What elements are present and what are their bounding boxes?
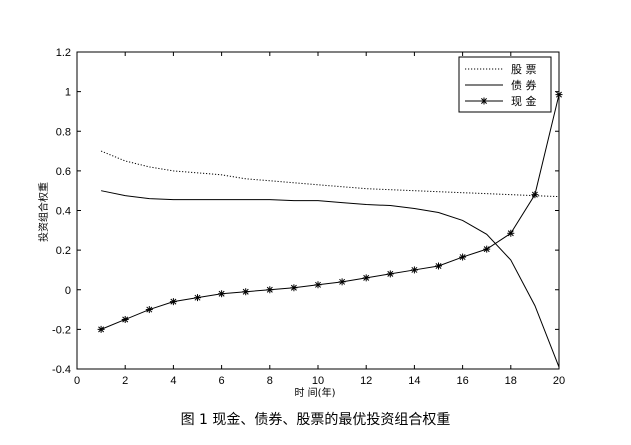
data-point-marker (97, 325, 105, 333)
x-tick-label: 18 (505, 375, 517, 387)
legend-label: 债 券 (511, 78, 537, 92)
legend-label: 股 票 (511, 63, 537, 76)
x-tick-label: 16 (456, 375, 468, 387)
y-tick-label: -0.4 (52, 364, 71, 376)
figure-caption: 图 1 现金、债券、股票的最优投资组合权重 (180, 412, 451, 428)
x-tick-label: 0 (74, 375, 80, 387)
data-point-marker (266, 286, 274, 294)
x-tick-label: 12 (360, 375, 372, 387)
data-point-marker (362, 274, 370, 282)
ticks-layer: 0 2 4 6 8 10 12 14 16 18 20 -0.4 -0.2 0 0.2 0.4 0.6 0.8 1 1… (52, 47, 565, 387)
legend-item-bond: 债 券 (465, 78, 537, 92)
series-layer (97, 91, 563, 368)
x-tick-label: 6 (219, 375, 225, 387)
data-point-marker (459, 253, 467, 261)
data-point-marker (169, 298, 177, 306)
y-tick-label: 0.6 (56, 166, 71, 178)
data-point-marker (435, 262, 442, 270)
data-point-marker (531, 191, 539, 199)
legend-item-stock: 股 票 (465, 63, 537, 76)
series-bond-line (100, 190, 560, 368)
y-tick-label: 0.4 (56, 206, 71, 218)
legend: 股 票债 券现 金 (458, 56, 552, 113)
x-tick-label: 8 (267, 375, 273, 387)
data-point-marker (410, 266, 418, 274)
x-tick-label: 10 (312, 375, 324, 387)
series-stock-line (100, 150, 560, 198)
legend-marker (480, 97, 488, 105)
x-tick-label: 20 (553, 375, 565, 387)
y-tick-label: -0.2 (52, 324, 71, 336)
data-point-marker (386, 270, 394, 278)
series-cash-line (100, 94, 560, 330)
data-point-marker (145, 306, 153, 314)
data-point-marker (338, 278, 346, 286)
y-axis-label: 投资组合权重 (37, 182, 50, 242)
data-point-marker (121, 315, 129, 323)
x-tick-label: 4 (170, 375, 176, 387)
y-tick-label: 0.8 (56, 126, 71, 138)
data-point-marker (242, 288, 250, 296)
x-tick-label: 14 (408, 375, 420, 387)
x-tick-label: 2 (122, 375, 128, 387)
legend-item-cash: 现 金 (465, 94, 537, 108)
data-point-marker (555, 91, 563, 99)
legend-label: 现 金 (511, 94, 537, 108)
data-point-marker (314, 281, 322, 289)
y-tick-label: 0.2 (56, 245, 71, 257)
y-tick-label: 1 (65, 87, 71, 99)
line-chart: 0 2 4 6 8 10 12 14 16 18 20 -0.4 -0.2 0 0.2 0.4 0.6 0.8 1 1… (37, 47, 565, 399)
data-point-marker (507, 229, 515, 237)
x-axis-label: 时 间(年) (295, 386, 336, 399)
data-point-marker (483, 245, 491, 253)
y-tick-label: 1.2 (56, 47, 71, 59)
data-point-marker (194, 294, 201, 302)
y-tick-label: 0 (65, 285, 71, 297)
data-point-marker (290, 284, 298, 292)
data-point-marker (218, 290, 226, 298)
